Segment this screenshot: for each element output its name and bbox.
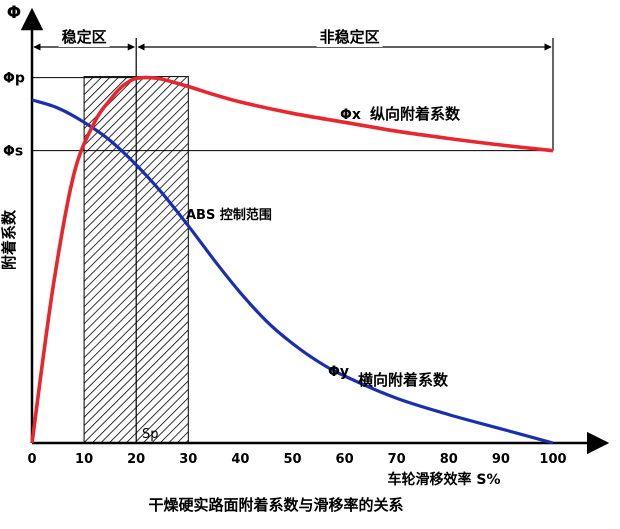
series-label-phi-y: 横向附着系数: [358, 371, 449, 389]
x-tick-labels: 0 10 20 30 40 50 60 70 80 90 100: [27, 452, 566, 467]
x-tick-label: 20: [127, 452, 145, 467]
chart-title: 干燥硬实路面附着系数与滑移率的关系: [148, 496, 403, 514]
x-tick-label: 40: [231, 452, 249, 467]
sp-label: Sp: [142, 427, 159, 442]
phi-s-label: Φs: [3, 144, 23, 160]
region-label-background: [316, 27, 383, 47]
x-axis-label: 车轮滑移效率 S%: [388, 471, 501, 488]
x-tick-label: 10: [75, 452, 93, 467]
x-tick-label: 70: [388, 452, 406, 467]
series-label-phi-x: 纵向附着系数: [370, 105, 461, 123]
region-label-background: [58, 27, 110, 47]
x-tick-label: 30: [179, 452, 197, 467]
region-label-stable: 稳定区: [62, 28, 107, 46]
series-symbol-phi-x: Φx: [340, 107, 361, 123]
region-label-unstable: 非稳定区: [320, 28, 380, 46]
x-tick-label: 60: [336, 452, 354, 467]
phi-p-label: Φp: [3, 71, 25, 87]
y-axis-label: 附着系数: [0, 209, 18, 270]
series-line-phi-y: [31, 98, 554, 445]
y-axis-symbol: Φ: [7, 3, 21, 23]
abs-control-label: ABS 控制范围: [186, 207, 272, 223]
x-tick-label: 100: [539, 452, 566, 467]
x-tick-label: 0: [27, 452, 36, 467]
series-line-phi-x: [30, 75, 554, 444]
x-tick-label: 80: [440, 452, 458, 467]
series-symbol-phi-y: Φy: [328, 364, 349, 380]
x-tick-label: 50: [283, 452, 301, 467]
x-tick-label: 90: [492, 452, 510, 467]
